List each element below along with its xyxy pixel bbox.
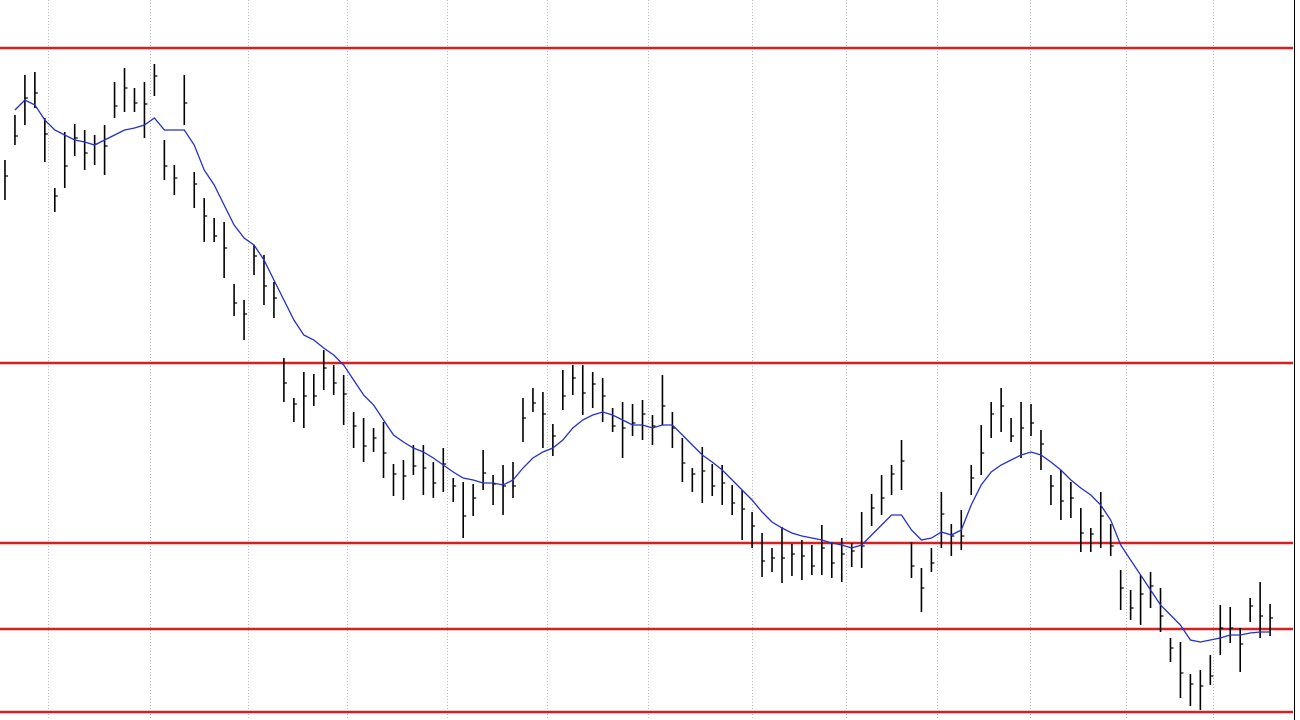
moving-average xyxy=(14,99,1271,643)
